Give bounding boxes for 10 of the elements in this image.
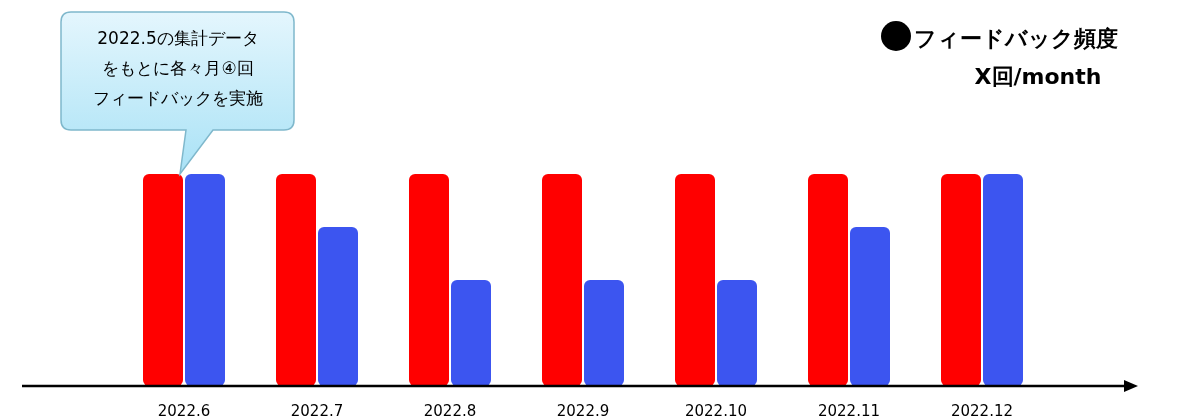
x-tick-label: 2022.9	[556, 402, 610, 416]
x-tick-label: 2022.7	[290, 402, 344, 416]
x-tick-label: 2022.10	[684, 402, 748, 416]
text: 2022.5の集計データをもとに各々月④回フィードバックを実施	[93, 28, 263, 108]
text: フィードバック頻度	[914, 26, 1118, 51]
x-tick-label: 2022.8	[423, 402, 477, 416]
x-tick-label: 2022.11	[817, 402, 881, 416]
text: X回/month	[974, 64, 1102, 89]
x-tick-label: 2022.12	[950, 402, 1014, 416]
x-tick-label: 2022.6	[157, 402, 211, 416]
